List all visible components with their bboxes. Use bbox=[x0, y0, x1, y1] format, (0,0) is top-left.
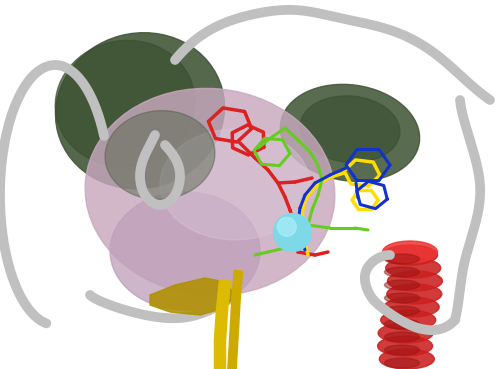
Ellipse shape bbox=[384, 293, 420, 303]
Ellipse shape bbox=[382, 241, 438, 263]
Ellipse shape bbox=[56, 33, 224, 189]
Ellipse shape bbox=[384, 332, 420, 342]
Ellipse shape bbox=[378, 323, 433, 343]
Ellipse shape bbox=[384, 280, 420, 290]
Ellipse shape bbox=[55, 40, 195, 166]
Ellipse shape bbox=[85, 89, 335, 295]
Circle shape bbox=[278, 217, 296, 236]
Ellipse shape bbox=[300, 96, 400, 162]
Ellipse shape bbox=[280, 85, 419, 181]
Ellipse shape bbox=[110, 192, 260, 310]
Ellipse shape bbox=[384, 319, 420, 329]
Circle shape bbox=[274, 214, 312, 251]
Ellipse shape bbox=[384, 358, 420, 368]
Ellipse shape bbox=[380, 310, 436, 330]
Ellipse shape bbox=[380, 349, 434, 369]
Ellipse shape bbox=[384, 254, 420, 264]
Ellipse shape bbox=[105, 111, 215, 199]
Ellipse shape bbox=[160, 129, 310, 240]
Ellipse shape bbox=[384, 267, 420, 277]
Ellipse shape bbox=[384, 345, 420, 355]
Ellipse shape bbox=[378, 336, 432, 356]
Ellipse shape bbox=[387, 284, 442, 304]
Ellipse shape bbox=[388, 271, 442, 291]
Ellipse shape bbox=[384, 306, 420, 316]
Ellipse shape bbox=[382, 245, 438, 265]
Ellipse shape bbox=[386, 258, 440, 278]
Ellipse shape bbox=[384, 297, 439, 317]
Polygon shape bbox=[150, 278, 235, 315]
